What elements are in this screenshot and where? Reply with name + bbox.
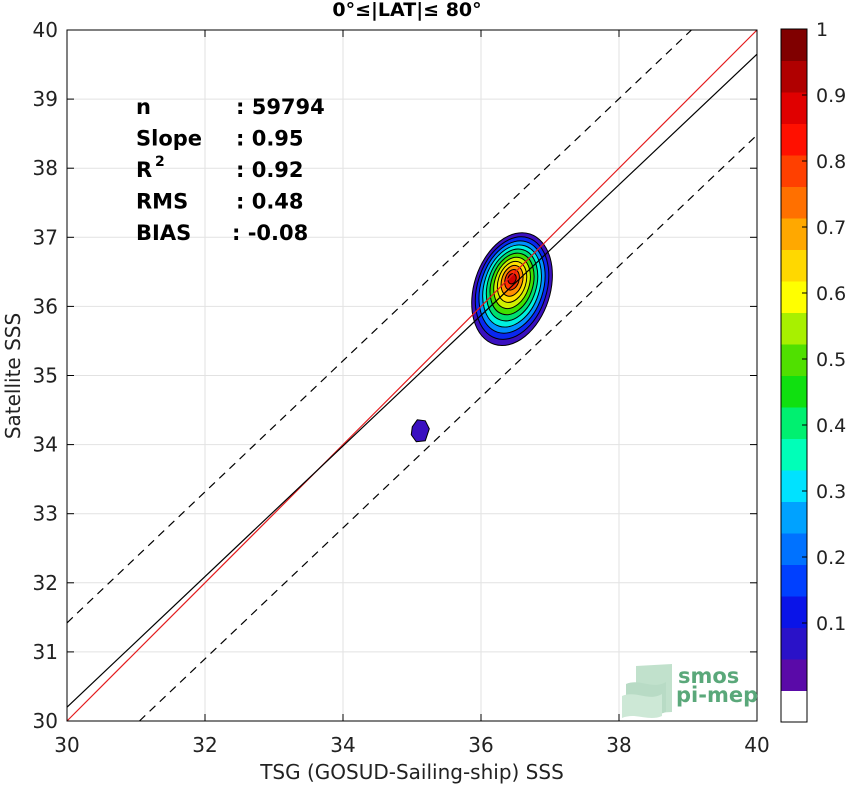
colorbar-tick-label: 0.5 xyxy=(816,349,846,371)
lower-bound-line xyxy=(139,134,758,722)
colorbar-segment xyxy=(781,123,807,156)
stat-value: : 0.92 xyxy=(236,158,304,182)
chart-title: 0°≤|LAT|≤ 80° xyxy=(332,0,481,21)
colorbar xyxy=(781,29,807,723)
y-axis-ticks: 30 31 32 33 34 35 36 37 38 39 40 xyxy=(33,18,757,733)
colorbar-frame xyxy=(780,28,808,723)
colorbar-segment xyxy=(781,155,807,187)
y-tick-label: 34 xyxy=(33,433,58,457)
colorbar-segment xyxy=(781,533,807,565)
colorbar-segment xyxy=(781,186,807,219)
y-tick-label: 30 xyxy=(33,709,58,733)
colorbar-segment xyxy=(781,60,807,93)
identity-line xyxy=(66,29,758,722)
y-tick-label: 37 xyxy=(33,225,58,249)
logo-line1: smos xyxy=(678,664,739,688)
x-tick-label: 36 xyxy=(468,733,493,757)
colorbar-tick-label: 0.6 xyxy=(816,283,846,305)
colorbar-segment xyxy=(781,438,807,471)
stat-value: : 0.48 xyxy=(236,190,304,214)
colorbar-segment xyxy=(781,92,807,124)
stat-label: BIAS xyxy=(136,221,191,245)
stat-label: R xyxy=(136,158,152,182)
colorbar-tick-label: 0.3 xyxy=(816,481,846,503)
colorbar-segment xyxy=(781,564,807,597)
smos-pi-mep-logo: smos pi-mep xyxy=(622,664,758,718)
y-tick-label: 31 xyxy=(33,640,58,664)
y-tick-label: 36 xyxy=(33,294,58,318)
colorbar-tick-label: 0.9 xyxy=(816,85,846,107)
logo-wave-icon xyxy=(622,664,672,718)
colorbar-segment xyxy=(781,218,807,250)
colorbar-segment xyxy=(781,344,807,376)
colorbar-segment xyxy=(781,29,807,61)
colorbar-segment xyxy=(781,407,807,439)
y-tick-label: 35 xyxy=(33,364,58,388)
colorbar-segment xyxy=(781,501,807,534)
colorbar-tick-label: 0.8 xyxy=(816,151,846,173)
density-contours xyxy=(410,232,553,443)
colorbar-segment xyxy=(781,690,807,723)
colorbar-tick-label: 0.4 xyxy=(816,415,846,437)
colorbar-segment xyxy=(781,659,807,691)
density-blob-secondary xyxy=(410,419,430,443)
colorbar-segment xyxy=(781,375,807,408)
stats-box: n : 59794 Slope : 0.95 R 2 : 0.92 RMS : 0.48 BIAS… xyxy=(136,95,325,245)
colorbar-tick-label: 0.7 xyxy=(816,217,846,239)
regression-line xyxy=(66,53,758,708)
y-tick-label: 40 xyxy=(33,18,58,42)
colorbar-ticks: 0.1 0.2 0.3 0.4 0.5 0.6 0.7 0.8 0.9 1 xyxy=(802,19,846,635)
y-tick-label: 32 xyxy=(33,571,58,595)
x-axis-ticks: 30 32 34 36 38 40 xyxy=(54,30,770,757)
colorbar-tick-label: 0.1 xyxy=(816,613,846,635)
stat-value: : -0.08 xyxy=(232,221,308,245)
stat-value: : 59794 xyxy=(236,95,325,119)
stat-label: RMS xyxy=(136,190,188,214)
y-tick-label: 33 xyxy=(33,502,58,526)
colorbar-segment xyxy=(781,470,807,502)
x-tick-label: 30 xyxy=(54,733,79,757)
colorbar-segment xyxy=(781,249,807,282)
x-axis-label: TSG (GOSUD-Sailing-ship) SSS xyxy=(259,760,564,784)
reference-lines xyxy=(66,29,758,722)
stat-label: Slope xyxy=(136,127,202,151)
y-axis-label: Satellite SSS xyxy=(1,313,25,439)
upper-bound-line xyxy=(66,29,692,624)
logo-line2: pi-mep xyxy=(676,683,758,707)
x-tick-label: 32 xyxy=(192,733,217,757)
x-tick-label: 38 xyxy=(606,733,631,757)
y-tick-label: 38 xyxy=(33,156,58,180)
stat-superscript: 2 xyxy=(155,154,165,170)
stat-label: n xyxy=(136,95,151,119)
colorbar-segment xyxy=(781,312,807,345)
colorbar-tick-label: 1 xyxy=(816,19,828,41)
colorbar-segment xyxy=(781,627,807,660)
colorbar-segment xyxy=(781,281,807,313)
x-tick-label: 34 xyxy=(330,733,355,757)
y-tick-label: 39 xyxy=(33,87,58,111)
x-tick-label: 40 xyxy=(744,733,769,757)
colorbar-tick-label: 0.2 xyxy=(816,547,846,569)
stat-value: : 0.95 xyxy=(236,127,304,151)
